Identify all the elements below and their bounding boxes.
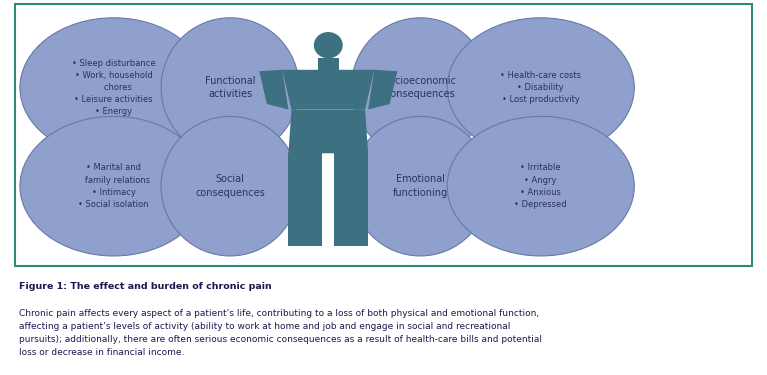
Polygon shape [282, 70, 374, 110]
Text: Socioeconomic
consequences: Socioeconomic consequences [384, 76, 457, 99]
Ellipse shape [161, 116, 299, 256]
Text: • Marital and
   family relations
• Intimacy
• Social isolation: • Marital and family relations • Intimac… [77, 164, 150, 209]
Polygon shape [259, 70, 288, 110]
Polygon shape [368, 70, 397, 110]
Ellipse shape [351, 116, 489, 256]
Text: Chronic pain affects every aspect of a patient’s life, contributing to a loss of: Chronic pain affects every aspect of a p… [19, 309, 542, 357]
Text: • Sleep disturbance
• Work, household
   chores
• Leisure activities
• Energy: • Sleep disturbance • Work, household ch… [71, 59, 156, 116]
Ellipse shape [447, 116, 634, 256]
Polygon shape [318, 58, 339, 70]
Ellipse shape [161, 18, 299, 158]
Text: Functional
activities: Functional activities [205, 76, 255, 99]
Text: • Health-care costs
• Disability
• Lost productivity: • Health-care costs • Disability • Lost … [500, 71, 581, 104]
Ellipse shape [314, 32, 343, 58]
Ellipse shape [20, 116, 207, 256]
Ellipse shape [447, 18, 634, 158]
Ellipse shape [351, 18, 489, 158]
Text: Social
consequences: Social consequences [196, 174, 265, 198]
Polygon shape [334, 153, 368, 246]
Polygon shape [288, 110, 368, 153]
Text: Emotional
functioning: Emotional functioning [393, 174, 448, 198]
Polygon shape [288, 153, 322, 246]
Text: Figure 1: The effect and burden of chronic pain: Figure 1: The effect and burden of chron… [19, 282, 272, 291]
Text: • Irritable
• Angry
• Anxious
• Depressed: • Irritable • Angry • Anxious • Depresse… [515, 164, 567, 209]
Ellipse shape [20, 18, 207, 158]
